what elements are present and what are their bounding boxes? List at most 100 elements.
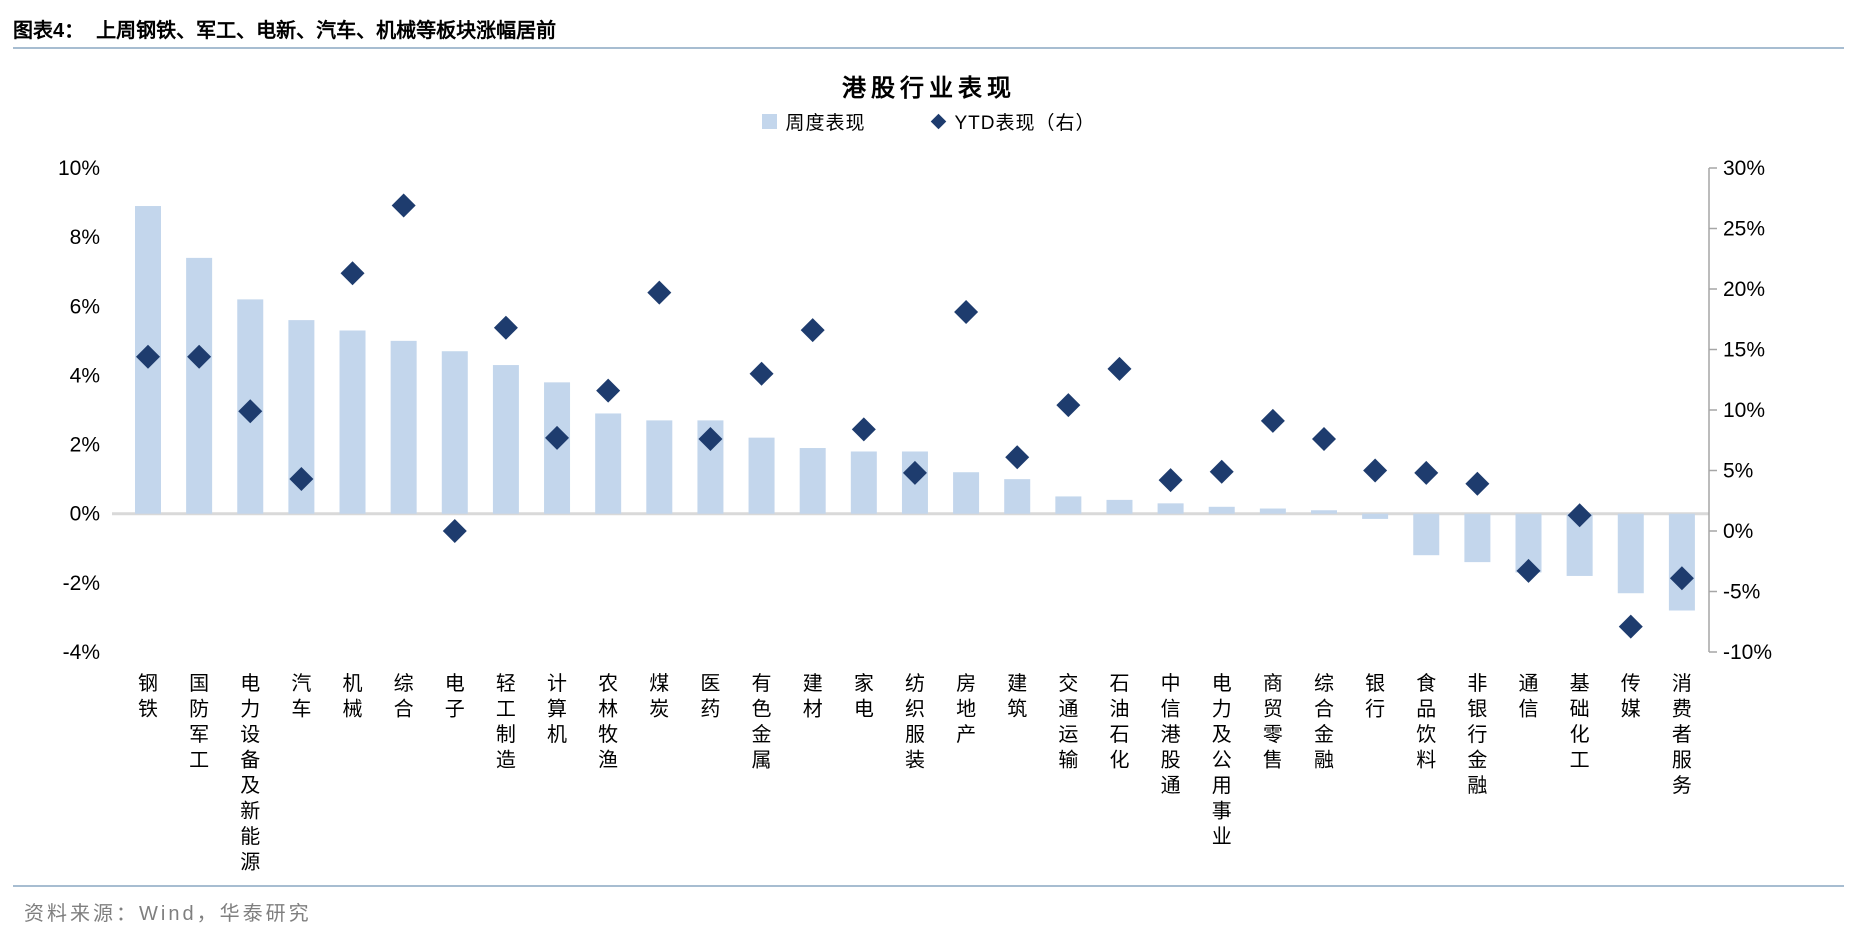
legend-item-weekly: 周度表现 <box>762 108 865 135</box>
weekly-bar <box>492 365 519 514</box>
category-label: 石油石化 <box>1109 673 1129 772</box>
category-label: 消费者服务 <box>1672 672 1692 797</box>
left-axis-tick-label: 8% <box>70 226 100 249</box>
ytd-diamond-marker <box>749 361 774 386</box>
ytd-diamond-marker <box>238 399 263 424</box>
source-note: 资料来源：Wind，华泰研究 <box>24 903 312 925</box>
left-axis-tick-label: 4% <box>70 364 100 387</box>
ytd-diamond-marker <box>1311 427 1336 452</box>
weekly-bar <box>1464 513 1491 563</box>
weekly-bar <box>1208 506 1235 514</box>
ytd-diamond-marker <box>1056 393 1081 418</box>
category-label: 银行 <box>1365 672 1385 721</box>
legend-label-weekly: 周度表现 <box>785 113 866 134</box>
right-axis-tick-label: -10% <box>1723 641 1772 664</box>
header-divider <box>13 47 1844 49</box>
weekly-bar <box>1617 513 1644 594</box>
left-axis-tick-label: 0% <box>70 503 100 526</box>
left-axis-tick-label: -2% <box>63 572 100 595</box>
weekly-bar <box>595 413 622 514</box>
left-axis-tick-label: 6% <box>70 295 100 318</box>
legend-square-icon <box>762 114 778 129</box>
weekly-bar <box>799 448 826 514</box>
right-axis-tick-label: 30% <box>1723 157 1765 180</box>
ytd-diamond-marker <box>1414 460 1439 485</box>
ytd-diamond-marker <box>1209 459 1234 484</box>
weekly-bar <box>1055 496 1082 514</box>
weekly-bar <box>1106 499 1133 514</box>
ytd-diamond-marker <box>1516 558 1541 583</box>
weekly-bar <box>441 351 468 514</box>
category-label: 传媒 <box>1621 672 1641 721</box>
weekly-bar <box>953 472 980 514</box>
footer-divider <box>13 885 1844 887</box>
weekly-bar <box>1310 510 1337 514</box>
ytd-diamond-marker <box>647 280 672 305</box>
weekly-bar <box>1413 513 1440 556</box>
ytd-diamond-marker <box>1005 445 1030 470</box>
right-axis-tick-label: 5% <box>1723 460 1753 483</box>
category-label: 食品饮料 <box>1416 672 1436 772</box>
weekly-bar <box>1004 479 1031 514</box>
weekly-bar <box>748 437 775 514</box>
weekly-bar <box>390 340 417 514</box>
weekly-bar <box>1362 513 1389 519</box>
category-label: 综合金融 <box>1314 672 1334 772</box>
ytd-diamond-marker <box>493 315 518 340</box>
category-label: 建筑 <box>1007 672 1027 721</box>
right-axis-tick-label: 0% <box>1723 520 1753 543</box>
category-label: 房地产 <box>956 672 976 746</box>
category-label: 钢铁 <box>138 672 158 721</box>
weekly-bar <box>1668 513 1695 611</box>
category-label: 国防军工 <box>189 673 209 772</box>
ytd-diamond-marker <box>1260 408 1285 433</box>
category-label: 煤炭 <box>649 672 669 721</box>
category-label: 农林牧渔 <box>598 672 618 772</box>
figure-label: 图表4： <box>13 20 85 42</box>
weekly-bar <box>646 420 673 514</box>
ytd-diamond-marker <box>289 466 314 491</box>
right-axis-tick-label: 25% <box>1723 218 1765 241</box>
ytd-diamond-marker <box>902 460 927 485</box>
category-label: 汽车 <box>291 672 311 721</box>
category-label: 有色金属 <box>752 672 772 772</box>
ytd-diamond-marker <box>596 378 621 403</box>
figure-header: 图表4： 上周钢铁、军工、电新、汽车、机械等板块涨幅居前 <box>13 14 556 43</box>
weekly-bar <box>1259 508 1286 514</box>
ytd-diamond-marker <box>442 519 467 543</box>
ytd-diamond-marker <box>1465 471 1490 496</box>
ytd-diamond-marker <box>391 193 416 218</box>
weekly-bar <box>186 257 213 514</box>
legend-label-ytd: YTD表现（右） <box>954 113 1096 134</box>
right-axis-tick-label: 10% <box>1723 399 1765 422</box>
chart-title: 港股行业表现 <box>842 75 1016 102</box>
category-label: 中信港股通 <box>1161 672 1181 797</box>
figure-title: 上周钢铁、军工、电新、汽车、机械等板块涨幅居前 <box>96 20 557 42</box>
ytd-diamond-marker <box>698 427 723 452</box>
ytd-diamond-marker <box>1363 458 1388 483</box>
ytd-diamond-marker <box>1618 614 1643 639</box>
right-axis-tick-label: 15% <box>1723 339 1765 362</box>
ytd-diamond-marker <box>136 344 160 369</box>
ytd-diamond-marker <box>187 344 212 369</box>
category-label: 电力及公用事业 <box>1212 672 1232 848</box>
category-label: 交通运输 <box>1058 672 1078 772</box>
weekly-bar <box>1157 503 1184 514</box>
category-label: 通信 <box>1519 672 1539 721</box>
category-label: 综合 <box>394 672 414 721</box>
category-label: 商贸零售 <box>1263 672 1283 772</box>
category-label: 建材 <box>803 672 823 721</box>
ytd-diamond-marker <box>954 299 979 324</box>
chart-legend: 周度表现 YTD表现（右） <box>0 108 1858 135</box>
category-label: 非银行金融 <box>1467 672 1487 797</box>
category-label: 基础化工 <box>1570 672 1590 772</box>
ytd-diamond-marker <box>851 417 876 442</box>
weekly-bar <box>850 451 877 514</box>
left-axis-tick-label: -4% <box>63 641 100 664</box>
left-axis-tick-label: 2% <box>70 434 100 457</box>
ytd-diamond-marker <box>1107 356 1132 381</box>
right-axis-tick-label: -5% <box>1723 581 1760 604</box>
ytd-diamond-marker <box>1669 566 1694 591</box>
ytd-diamond-marker <box>545 425 570 450</box>
